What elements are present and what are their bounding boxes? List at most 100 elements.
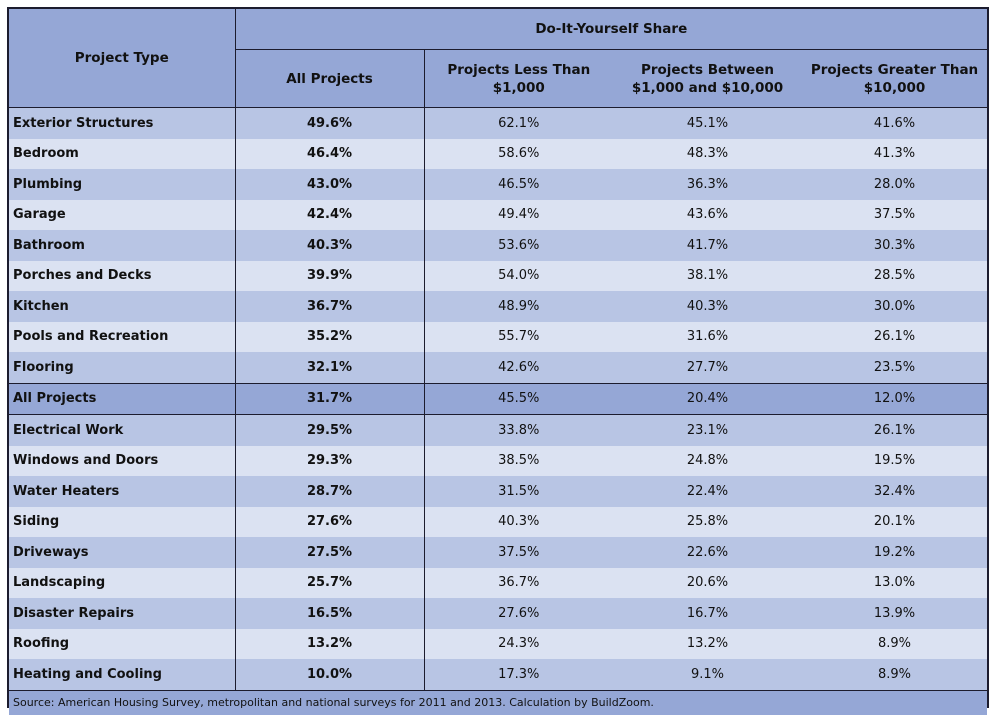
less-than-1000-cell: 42.6% bbox=[423, 352, 613, 383]
less-than-1000-cell: 62.1% bbox=[423, 107, 613, 139]
greater-than-10000-cell: 8.9% bbox=[802, 659, 988, 690]
greater-than-10000-cell: 20.1% bbox=[802, 506, 988, 537]
between-1000-10000-cell: 20.4% bbox=[613, 382, 802, 415]
between-1000-10000-cell: 25.8% bbox=[613, 506, 802, 537]
greater-than-10000-cell: 26.1% bbox=[802, 414, 988, 446]
less-than-1000-cell: 37.5% bbox=[423, 537, 613, 568]
between-1000-10000-cell: 13.2% bbox=[613, 628, 802, 659]
between-1000-10000-cell: 48.3% bbox=[613, 138, 802, 169]
table-row: Pools and Recreation 35.2% 55.7% 31.6% 26.1% bbox=[9, 321, 988, 352]
greater-than-10000-cell: 37.5% bbox=[802, 199, 988, 230]
table-row: Windows and Doors 29.3% 38.5% 24.8% 19.5% bbox=[9, 445, 988, 476]
all-projects-cell: 27.5% bbox=[235, 537, 424, 568]
table-row-total: All Projects 31.7% 45.5% 20.4% 12.0% bbox=[9, 382, 988, 415]
all-projects-cell: 29.3% bbox=[235, 445, 424, 476]
between-1000-10000-cell: 43.6% bbox=[613, 199, 802, 230]
row-name-cell: Roofing bbox=[9, 628, 236, 659]
table-row: Garage 42.4% 49.4% 43.6% 37.5% bbox=[9, 199, 988, 230]
row-name-cell: Driveways bbox=[9, 537, 236, 568]
all-projects-cell: 31.7% bbox=[235, 382, 424, 415]
row-name-cell: Disaster Repairs bbox=[9, 598, 236, 629]
between-1000-10000-cell: 31.6% bbox=[613, 321, 802, 352]
greater-than-10000-cell: 28.0% bbox=[802, 169, 988, 200]
all-projects-cell: 10.0% bbox=[235, 659, 424, 690]
row-name-cell: Kitchen bbox=[9, 291, 236, 322]
less-than-1000-cell: 40.3% bbox=[423, 506, 613, 537]
table-row: Driveways 27.5% 37.5% 22.6% 19.2% bbox=[9, 537, 988, 568]
table-row: Water Heaters 28.7% 31.5% 22.4% 32.4% bbox=[9, 476, 988, 507]
all-projects-cell: 16.5% bbox=[235, 598, 424, 629]
header-greater-than-10000: Projects Greater Than $10,000 bbox=[802, 49, 988, 108]
table-row: Heating and Cooling 10.0% 17.3% 9.1% 8.9% bbox=[9, 659, 988, 690]
all-projects-cell: 42.4% bbox=[235, 199, 424, 230]
all-projects-cell: 29.5% bbox=[235, 414, 424, 446]
header-diy-share: Do-It-Yourself Share bbox=[235, 9, 988, 50]
between-1000-10000-cell: 38.1% bbox=[613, 260, 802, 291]
greater-than-10000-cell: 30.0% bbox=[802, 291, 988, 322]
greater-than-10000-cell: 19.5% bbox=[802, 445, 988, 476]
less-than-1000-cell: 31.5% bbox=[423, 476, 613, 507]
greater-than-10000-cell: 19.2% bbox=[802, 537, 988, 568]
between-1000-10000-cell: 22.6% bbox=[613, 537, 802, 568]
greater-than-10000-cell: 32.4% bbox=[802, 476, 988, 507]
header-less-than-1000: Projects Less Than $1,000 bbox=[423, 49, 613, 108]
all-projects-cell: 39.9% bbox=[235, 260, 424, 291]
table-header: Project Type Do-It-Yourself Share All Pr… bbox=[9, 9, 988, 108]
table-row: Porches and Decks 39.9% 54.0% 38.1% 28.5% bbox=[9, 260, 988, 291]
between-1000-10000-cell: 27.7% bbox=[613, 352, 802, 383]
table-row: Flooring 32.1% 42.6% 27.7% 23.5% bbox=[9, 352, 988, 383]
greater-than-10000-cell: 41.3% bbox=[802, 138, 988, 169]
greater-than-10000-cell: 41.6% bbox=[802, 107, 988, 139]
row-name-cell: Plumbing bbox=[9, 169, 236, 200]
row-name-cell: All Projects bbox=[9, 382, 236, 415]
all-projects-cell: 28.7% bbox=[235, 476, 424, 507]
between-1000-10000-cell: 23.1% bbox=[613, 414, 802, 446]
table-row: Electrical Work 29.5% 33.8% 23.1% 26.1% bbox=[9, 414, 988, 446]
row-name-cell: Bedroom bbox=[9, 138, 236, 169]
greater-than-10000-cell: 23.5% bbox=[802, 352, 988, 383]
less-than-1000-cell: 24.3% bbox=[423, 628, 613, 659]
row-name-cell: Pools and Recreation bbox=[9, 321, 236, 352]
all-projects-cell: 36.7% bbox=[235, 291, 424, 322]
less-than-1000-cell: 49.4% bbox=[423, 199, 613, 230]
between-1000-10000-cell: 45.1% bbox=[613, 107, 802, 139]
table-row: Roofing 13.2% 24.3% 13.2% 8.9% bbox=[9, 628, 988, 659]
less-than-1000-cell: 36.7% bbox=[423, 567, 613, 598]
less-than-1000-cell: 48.9% bbox=[423, 291, 613, 322]
all-projects-cell: 13.2% bbox=[235, 628, 424, 659]
between-1000-10000-cell: 22.4% bbox=[613, 476, 802, 507]
greater-than-10000-cell: 26.1% bbox=[802, 321, 988, 352]
greater-than-10000-cell: 8.9% bbox=[802, 628, 988, 659]
table-row: Siding 27.6% 40.3% 25.8% 20.1% bbox=[9, 506, 988, 537]
all-projects-cell: 35.2% bbox=[235, 321, 424, 352]
less-than-1000-cell: 27.6% bbox=[423, 598, 613, 629]
header-project-type: Project Type bbox=[9, 9, 236, 108]
between-1000-10000-cell: 36.3% bbox=[613, 169, 802, 200]
source-note: Source: American Housing Survey, metropo… bbox=[9, 689, 988, 715]
header-all-projects: All Projects bbox=[235, 49, 424, 108]
table-row: Landscaping 25.7% 36.7% 20.6% 13.0% bbox=[9, 567, 988, 598]
all-projects-cell: 40.3% bbox=[235, 230, 424, 261]
all-projects-cell: 46.4% bbox=[235, 138, 424, 169]
row-name-cell: Exterior Structures bbox=[9, 107, 236, 139]
less-than-1000-cell: 46.5% bbox=[423, 169, 613, 200]
greater-than-10000-cell: 13.0% bbox=[802, 567, 988, 598]
row-name-cell: Landscaping bbox=[9, 567, 236, 598]
diy-share-table: Project Type Do-It-Yourself Share All Pr… bbox=[9, 9, 988, 715]
row-name-cell: Siding bbox=[9, 506, 236, 537]
between-1000-10000-cell: 24.8% bbox=[613, 445, 802, 476]
table-body: Exterior Structures 49.6% 62.1% 45.1% 41.6% B… bbox=[9, 107, 988, 690]
table-row: Bathroom 40.3% 53.6% 41.7% 30.3% bbox=[9, 230, 988, 261]
greater-than-10000-cell: 13.9% bbox=[802, 598, 988, 629]
row-name-cell: Flooring bbox=[9, 352, 236, 383]
between-1000-10000-cell: 9.1% bbox=[613, 659, 802, 690]
less-than-1000-cell: 54.0% bbox=[423, 260, 613, 291]
between-1000-10000-cell: 40.3% bbox=[613, 291, 802, 322]
less-than-1000-cell: 33.8% bbox=[423, 414, 613, 446]
between-1000-10000-cell: 16.7% bbox=[613, 598, 802, 629]
less-than-1000-cell: 45.5% bbox=[423, 382, 613, 415]
row-name-cell: Porches and Decks bbox=[9, 260, 236, 291]
table-row: Exterior Structures 49.6% 62.1% 45.1% 41.6% bbox=[9, 107, 988, 139]
row-name-cell: Water Heaters bbox=[9, 476, 236, 507]
row-name-cell: Bathroom bbox=[9, 230, 236, 261]
